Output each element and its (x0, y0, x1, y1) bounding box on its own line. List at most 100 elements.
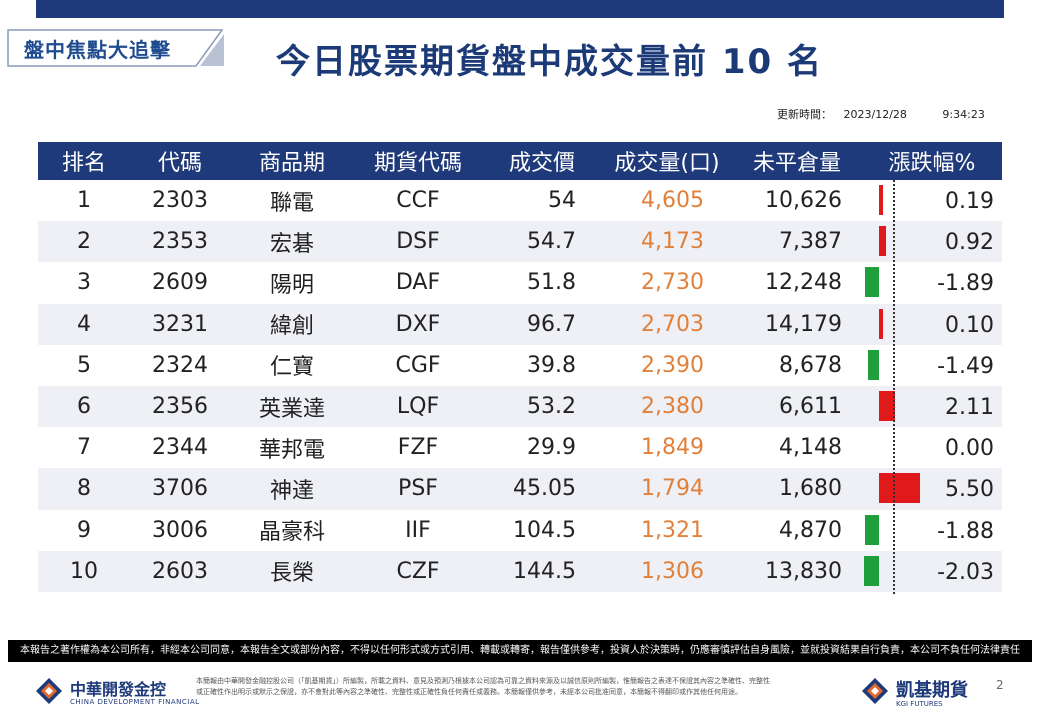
name-cell: 華邦電 (230, 427, 354, 469)
volume-cell: 1,849 (602, 427, 732, 469)
code-cell: 3231 (130, 303, 230, 345)
change-cell: 0.92 (862, 221, 1002, 263)
name-cell: 陽明 (230, 262, 354, 304)
rank-cell: 4 (38, 303, 130, 345)
page-title: 今日股票期貨盤中成交量前 10 名 (276, 42, 823, 82)
cdf-en-name: CHINA DEVELOPMENT FINANCIAL (70, 698, 200, 706)
change-value: -1.49 (937, 353, 994, 379)
change-bar (864, 514, 879, 545)
rank-cell: 8 (38, 468, 130, 510)
table-row: 10 2603 長榮 CZF 144.5 1,306 13,830 -2.03 (38, 550, 1002, 592)
code-cell: 2609 (130, 262, 230, 304)
change-cell: -1.88 (862, 509, 1002, 551)
col-oi: 未平倉量 (732, 142, 862, 180)
code-cell: 2303 (130, 180, 230, 222)
change-value: 0.10 (945, 312, 994, 338)
kgi-logo-icon (862, 678, 888, 704)
volume-cell: 1,794 (602, 468, 732, 510)
table-row: 6 2356 英業達 LQF 53.2 2,380 6,611 2.11 (38, 385, 1002, 428)
update-date: 2023/12/28 (843, 108, 907, 121)
change-cell: 2.11 (862, 385, 1002, 428)
price-cell: 45.05 (482, 468, 602, 510)
change-cell: -2.03 (862, 550, 1002, 592)
code-cell: 2344 (130, 427, 230, 469)
oi-cell: 13,830 (732, 550, 862, 592)
fut-code-cell: FZF (354, 427, 482, 469)
code-cell: 3706 (130, 468, 230, 510)
code-cell: 3006 (130, 509, 230, 551)
name-cell: 仁寶 (230, 344, 354, 386)
code-cell: 2353 (130, 221, 230, 263)
change-bar (863, 555, 879, 586)
fut-code-cell: PSF (354, 468, 482, 510)
price-cell: 96.7 (482, 303, 602, 345)
top-banner (36, 0, 1004, 18)
col-code: 代碼 (130, 142, 230, 180)
col-price: 成交價 (482, 142, 602, 180)
change-bar (879, 308, 883, 339)
fut-code-cell: CGF (354, 344, 482, 386)
price-cell: 144.5 (482, 550, 602, 592)
rank-cell: 6 (38, 385, 130, 428)
code-cell: 2356 (130, 385, 230, 428)
table-row: 2 2353 宏碁 DSF 54.7 4,173 7,387 0.92 (38, 221, 1002, 263)
change-cell: -1.89 (862, 262, 1002, 304)
change-value: 2.11 (945, 394, 994, 420)
change-value: -2.03 (937, 559, 994, 585)
oi-cell: 14,179 (732, 303, 862, 345)
fine-print: 本簡報由中華開發金融控股公司（「凱基期貨」）所編製，所載之資料、意見及預測乃根據… (196, 677, 770, 696)
volume-cell: 4,605 (602, 180, 732, 222)
update-label: 更新時間： (777, 108, 832, 121)
rank-cell: 7 (38, 427, 130, 469)
table-row: 1 2303 聯電 CCF 54 4,605 10,626 0.19 (38, 180, 1002, 222)
cdf-logo-icon (36, 678, 62, 704)
name-cell: 聯電 (230, 180, 354, 222)
change-zero-axis (893, 180, 895, 594)
footer: 中華開發金控 CHINA DEVELOPMENT FINANCIAL 本簡報由中… (0, 668, 1040, 720)
change-cell: 5.50 (862, 468, 1002, 510)
col-volume: 成交量(口) (602, 142, 732, 180)
rank-cell: 1 (38, 180, 130, 222)
fut-code-cell: IIF (354, 509, 482, 551)
price-cell: 53.2 (482, 385, 602, 428)
change-bar (879, 226, 886, 257)
table-row: 4 3231 緯創 DXF 96.7 2,703 14,179 0.10 (38, 303, 1002, 345)
price-cell: 54.7 (482, 221, 602, 263)
update-clock: 9:34:23 (942, 108, 985, 121)
change-cell: -1.49 (862, 344, 1002, 386)
price-cell: 51.8 (482, 262, 602, 304)
disclaimer-bar: 本報告之著作權為本公司所有，非經本公司同意，本報告全文或部份內容，不得以任何形式… (8, 640, 1032, 662)
table-header: 排名 代碼 商品期 期貨代碼 成交價 成交量(口) 未平倉量 漲跌幅% (38, 142, 1002, 180)
volume-cell: 1,321 (602, 509, 732, 551)
fut-code-cell: LQF (354, 385, 482, 428)
change-bar (879, 185, 883, 215)
ranking-table: 排名 代碼 商品期 期貨代碼 成交價 成交量(口) 未平倉量 漲跌幅% 1 230… (38, 142, 1002, 592)
col-rank: 排名 (38, 142, 130, 180)
page-number: 2 (996, 678, 1004, 692)
table-row: 5 2324 仁寶 CGF 39.8 2,390 8,678 -1.49 (38, 344, 1002, 386)
oi-cell: 12,248 (732, 262, 862, 304)
kgi-en-name: KGI FUTURES (896, 700, 943, 708)
price-cell: 39.8 (482, 344, 602, 386)
rank-cell: 9 (38, 509, 130, 551)
oi-cell: 4,870 (732, 509, 862, 551)
change-value: -1.89 (937, 271, 994, 297)
rank-cell: 3 (38, 262, 130, 304)
code-cell: 2324 (130, 344, 230, 386)
name-cell: 緯創 (230, 303, 354, 345)
name-cell: 晶豪科 (230, 509, 354, 551)
price-cell: 54 (482, 180, 602, 222)
name-cell: 宏碁 (230, 221, 354, 263)
volume-cell: 4,173 (602, 221, 732, 263)
price-cell: 29.9 (482, 427, 602, 469)
name-cell: 長榮 (230, 550, 354, 592)
section-tag: 盤中焦點大追擊 (0, 28, 226, 68)
oi-cell: 6,611 (732, 385, 862, 428)
fut-code-cell: CZF (354, 550, 482, 592)
change-value: -1.88 (937, 518, 994, 544)
change-value: 5.50 (945, 477, 994, 503)
oi-cell: 1,680 (732, 468, 862, 510)
volume-cell: 2,703 (602, 303, 732, 345)
col-name: 商品期 (230, 142, 354, 180)
table-row: 8 3706 神達 PSF 45.05 1,794 1,680 5.50 (38, 468, 1002, 510)
